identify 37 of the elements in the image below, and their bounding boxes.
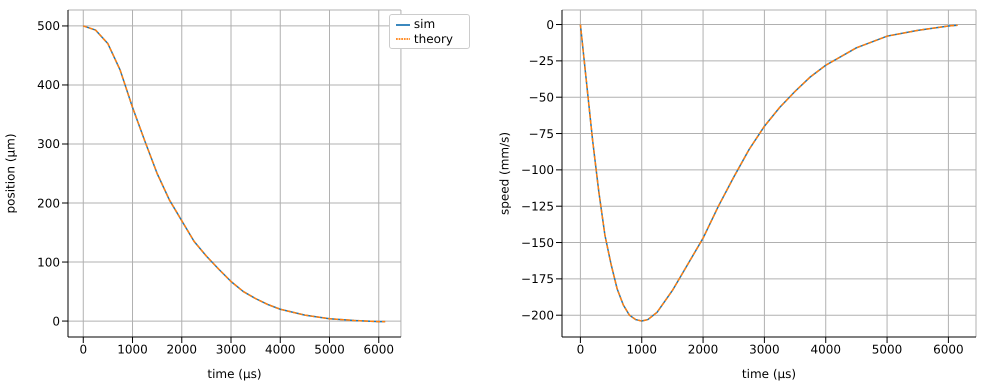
line-series xyxy=(580,24,958,322)
y-tick-label: 300 xyxy=(37,137,60,152)
y-tick-label: −125 xyxy=(521,199,554,214)
y-tick-label: −25 xyxy=(528,54,554,68)
y-tick-label: −200 xyxy=(521,308,554,322)
y-tick-label: 0 xyxy=(52,314,60,328)
x-tick-label: 1000 xyxy=(626,342,658,357)
x-tick-label: 2000 xyxy=(166,342,198,357)
legend-label: theory xyxy=(414,32,453,46)
y-tick-label: 0 xyxy=(546,18,554,32)
x-tick-label: 0 xyxy=(79,342,88,357)
y-tick-label: −100 xyxy=(521,163,554,178)
x-tick-label: 5000 xyxy=(872,342,902,357)
y-tick-label: −175 xyxy=(521,272,554,286)
x-tick-label: 0 xyxy=(576,342,584,357)
y-tick-label: −75 xyxy=(528,126,554,141)
y-tick-label: 500 xyxy=(37,19,60,34)
x-tick-label: 3000 xyxy=(216,342,246,357)
x-axis-title: time (µs) xyxy=(742,367,796,381)
y-tick-label: 400 xyxy=(37,78,60,92)
x-tick-label: 3000 xyxy=(749,342,780,357)
x-tick-label: 4000 xyxy=(264,342,296,357)
legend-label: sim xyxy=(414,17,436,31)
line-series xyxy=(82,25,386,322)
x-tick-label: 6000 xyxy=(933,342,964,357)
x-tick-label: 1000 xyxy=(117,342,148,357)
x-tick-label: 4000 xyxy=(810,342,842,357)
x-tick-label: 5000 xyxy=(314,342,345,357)
x-tick-label: 6000 xyxy=(363,342,394,357)
y-tick-label: 100 xyxy=(37,255,60,270)
x-axis-title: time (µs) xyxy=(207,367,262,381)
y-tick-label: −150 xyxy=(521,236,554,250)
y-axis-title: position (µm) xyxy=(3,133,18,214)
x-tick-label: 2000 xyxy=(688,342,718,357)
y-axis-title: speed (mm/s) xyxy=(497,132,512,216)
y-tick-label: 200 xyxy=(37,196,60,210)
y-tick-label: −50 xyxy=(528,90,554,104)
